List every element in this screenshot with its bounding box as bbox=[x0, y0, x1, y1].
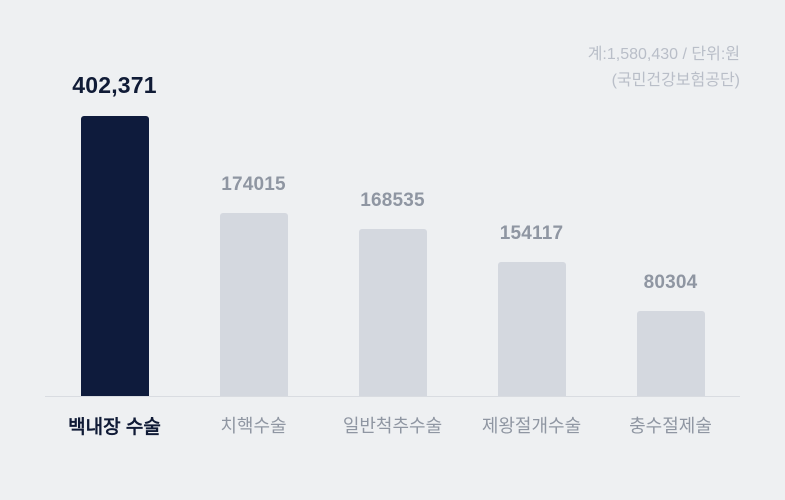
value-label: 80304 bbox=[643, 272, 698, 293]
category-label: 백내장 수술 bbox=[68, 417, 161, 438]
bar bbox=[497, 262, 566, 396]
bar-group: 402,371 bbox=[45, 72, 184, 396]
bar bbox=[219, 213, 288, 396]
bar bbox=[358, 229, 427, 396]
chart-meta: 계:1,580,430 / 단위:원 (국민건강보험공단) bbox=[588, 42, 740, 95]
bar-group: 168535 bbox=[323, 190, 462, 396]
bar-group: 174015 bbox=[184, 174, 323, 396]
plot-area: 402,371 174015 168535 154117 80304 백내장 수술 치핵수… bbox=[45, 0, 740, 439]
bar bbox=[80, 116, 149, 396]
category-labels-row: 백내장 수술 치핵수술 일반척추수술 제왕절개수술 충수절제술 bbox=[45, 397, 740, 439]
bar-group: 154117 bbox=[462, 223, 601, 396]
value-label: 168535 bbox=[360, 190, 425, 211]
value-label: 154117 bbox=[499, 223, 564, 244]
bar-group: 80304 bbox=[601, 272, 740, 396]
value-label: 174015 bbox=[221, 174, 286, 195]
total-unit-label: 계:1,580,430 / 단위:원 bbox=[587, 46, 740, 63]
category-label: 일반척추수술 bbox=[342, 416, 443, 436]
category-label: 충수절제술 bbox=[629, 416, 712, 436]
category-label: 치핵수술 bbox=[220, 416, 287, 436]
value-label: 402,371 bbox=[72, 72, 157, 98]
bars-row: 402,371 174015 168535 154117 80304 bbox=[45, 0, 740, 397]
source-label: (국민건강보험공단) bbox=[611, 72, 740, 90]
category-label: 제왕절개수술 bbox=[481, 416, 582, 436]
bar bbox=[636, 311, 705, 396]
